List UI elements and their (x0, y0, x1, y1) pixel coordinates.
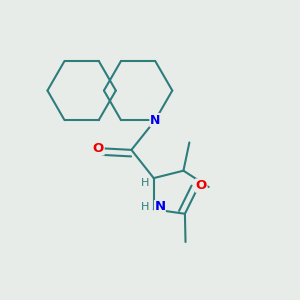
Text: H: H (141, 178, 149, 188)
Text: N: N (154, 200, 165, 213)
Text: N: N (150, 114, 160, 127)
Text: O: O (93, 142, 104, 155)
Text: H: H (141, 202, 149, 212)
Text: O: O (196, 179, 207, 192)
